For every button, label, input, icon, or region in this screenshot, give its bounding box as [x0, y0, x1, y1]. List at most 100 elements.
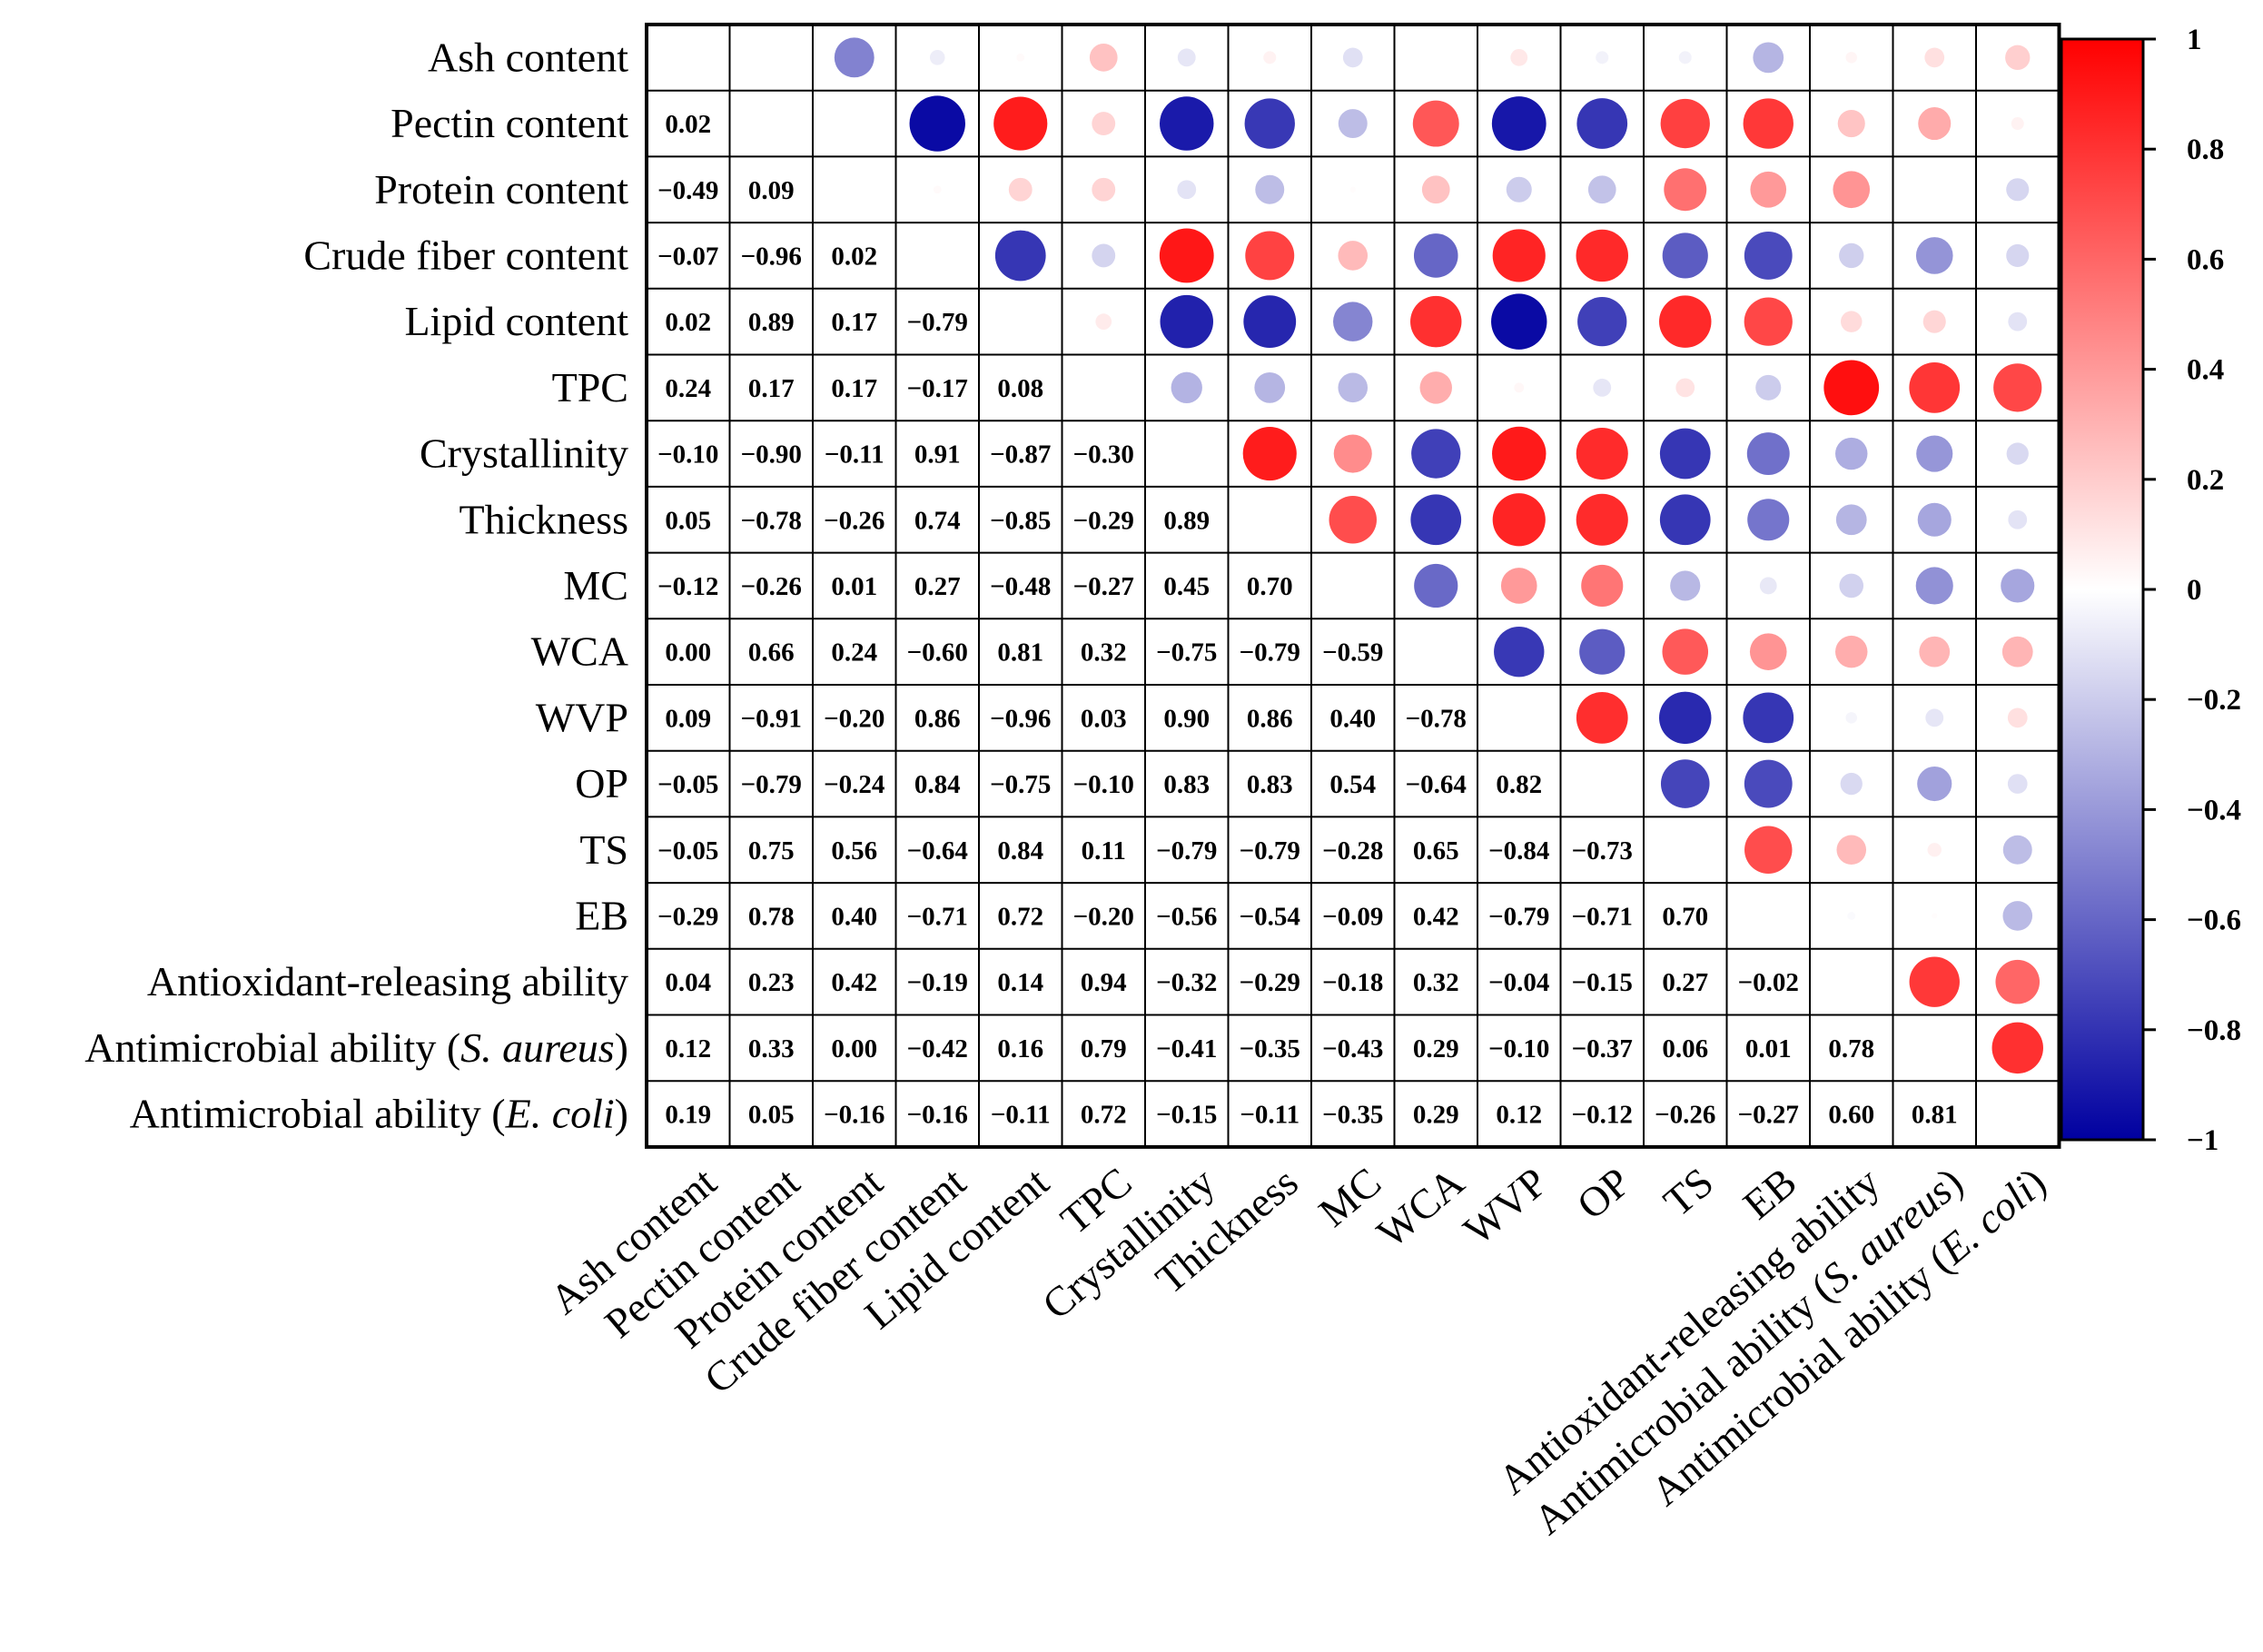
corr-circle-3-4: [994, 230, 1046, 282]
corr-value-12-2: 0.56: [831, 836, 877, 866]
corr-value-16-3: −0.16: [907, 1101, 968, 1130]
corr-circle-0-9: [1434, 55, 1438, 59]
corr-circle-3-5: [1092, 243, 1116, 268]
colorbar-tick-label: 0.2: [2187, 464, 2224, 497]
corr-circle-5-8: [1338, 372, 1369, 403]
corr-value-11-8: 0.54: [1329, 770, 1376, 799]
corr-value-13-9: 0.42: [1413, 902, 1459, 931]
corr-value-14-7: −0.29: [1240, 968, 1300, 997]
corr-value-4-0: 0.02: [665, 308, 711, 337]
corr-circle-8-15: [1915, 567, 1953, 605]
corr-value-11-3: 0.84: [914, 770, 961, 799]
row-label-12: TS: [579, 826, 628, 873]
corr-value-12-5: 0.11: [1082, 836, 1126, 866]
corr-value-10-2: −0.20: [824, 704, 884, 733]
corr-value-13-1: 0.78: [748, 902, 795, 931]
col-label-12: TS: [1655, 1158, 1722, 1225]
matrix-border: [645, 23, 2061, 1149]
corr-circle-13-15: [1932, 913, 1938, 919]
corr-value-15-6: −0.41: [1156, 1034, 1217, 1063]
corr-value-16-14: 0.60: [1828, 1101, 1874, 1130]
corr-circle-1-9: [1412, 100, 1459, 147]
corr-value-14-11: −0.15: [1572, 968, 1633, 997]
corr-circle-2-10: [1506, 176, 1532, 203]
corr-circle-12-16: [2002, 835, 2032, 865]
corr-circle-1-11: [1576, 98, 1628, 149]
corr-circle-6-14: [1835, 437, 1868, 470]
corr-value-1-0: 0.02: [665, 110, 711, 139]
corr-value-14-3: −0.19: [907, 968, 968, 997]
corr-value-11-0: −0.05: [657, 770, 718, 799]
colorbar-tick-label: 1: [2187, 24, 2202, 56]
corr-circle-0-14: [1845, 52, 1858, 64]
corr-circle-11-15: [1917, 766, 1952, 802]
corr-circle-9-15: [1919, 636, 1951, 668]
value-layer: 0.02 −0.49 0.09 −0.07 −0.96 0.02 0.02 0.89 0.17 −…: [657, 110, 1958, 1130]
corr-circle-5-7: [1254, 371, 1286, 403]
corr-circle-11-12: [1660, 759, 1710, 808]
corr-circle-6-12: [1659, 428, 1711, 480]
corr-value-10-8: 0.40: [1329, 704, 1376, 733]
corr-value-7-6: 0.89: [1163, 506, 1210, 535]
corr-value-7-2: −0.26: [824, 506, 884, 535]
corr-value-15-11: −0.37: [1572, 1034, 1633, 1063]
corr-circle-11-13: [1744, 759, 1793, 808]
corr-value-7-3: 0.74: [914, 506, 961, 535]
corr-value-16-12: −0.26: [1655, 1101, 1715, 1130]
corr-value-16-7: −0.11: [1240, 1101, 1299, 1130]
corr-value-15-13: 0.01: [1745, 1034, 1792, 1063]
corr-circle-5-14: [1823, 360, 1880, 416]
corr-circle-5-10: [1514, 382, 1525, 393]
corr-value-11-10: 0.82: [1496, 770, 1542, 799]
corr-circle-2-12: [1664, 168, 1707, 212]
corr-value-11-6: 0.83: [1163, 770, 1210, 799]
corr-value-5-4: 0.08: [997, 374, 1043, 403]
corr-circle-7-8: [1329, 496, 1377, 544]
corr-circle-2-11: [1587, 175, 1616, 204]
colorbar-tick-label: −0.2: [2187, 684, 2241, 717]
row-label-15: Antimicrobial ability (S. aureus): [84, 1024, 628, 1071]
corr-circle-9-16: [2001, 636, 2033, 668]
corr-circle-3-10: [1492, 229, 1546, 282]
corr-value-15-2: 0.00: [831, 1034, 877, 1063]
corr-circle-14-15: [1909, 956, 1960, 1007]
corr-circle-3-16: [2006, 243, 2030, 267]
row-label-11: OP: [575, 760, 628, 806]
corr-circle-10-13: [1743, 692, 1794, 744]
row-label-13: EB: [575, 892, 628, 938]
corr-circle-2-15: [1932, 188, 1936, 192]
corr-value-15-4: 0.16: [997, 1034, 1043, 1063]
corr-circle-10-16: [2007, 707, 2028, 728]
corr-circle-6-15: [1916, 435, 1953, 472]
corr-value-8-3: 0.27: [914, 572, 961, 601]
colorbar-tick-label: −0.6: [2187, 905, 2241, 937]
colorbar-tick-label: 0.4: [2187, 354, 2224, 387]
corr-circle-5-13: [1755, 374, 1782, 401]
corr-value-12-1: 0.75: [748, 836, 795, 866]
corr-circle-11-14: [1840, 772, 1863, 796]
corr-circle-2-6: [1177, 180, 1197, 200]
corr-circle-4-14: [1841, 311, 1863, 332]
corr-value-13-0: −0.29: [657, 902, 718, 931]
corr-circle-4-11: [1577, 297, 1627, 347]
corr-circle-3-8: [1338, 241, 1369, 271]
corr-circle-2-9: [1421, 175, 1450, 204]
corr-circle-1-16: [2011, 117, 2024, 131]
corr-circle-1-8: [1338, 109, 1368, 139]
corr-circle-0-13: [1753, 42, 1784, 74]
corr-circle-9-12: [1662, 628, 1709, 675]
corr-value-15-9: 0.29: [1413, 1034, 1459, 1063]
corr-value-10-7: 0.86: [1247, 704, 1293, 733]
corr-value-2-0: −0.49: [657, 176, 718, 205]
corr-value-5-0: 0.24: [665, 374, 711, 403]
corr-circle-4-7: [1243, 295, 1297, 349]
corr-value-14-9: 0.32: [1413, 968, 1459, 997]
corr-circle-2-13: [1750, 171, 1787, 208]
corr-circle-7-12: [1659, 494, 1711, 546]
corr-circle-7-15: [1917, 502, 1952, 537]
corr-value-14-5: 0.94: [1081, 968, 1127, 997]
row-label-4: Lipid content: [404, 298, 628, 344]
corr-value-15-0: 0.12: [665, 1034, 711, 1063]
corr-value-14-2: 0.42: [831, 968, 877, 997]
corr-circle-13-16: [2002, 901, 2033, 931]
